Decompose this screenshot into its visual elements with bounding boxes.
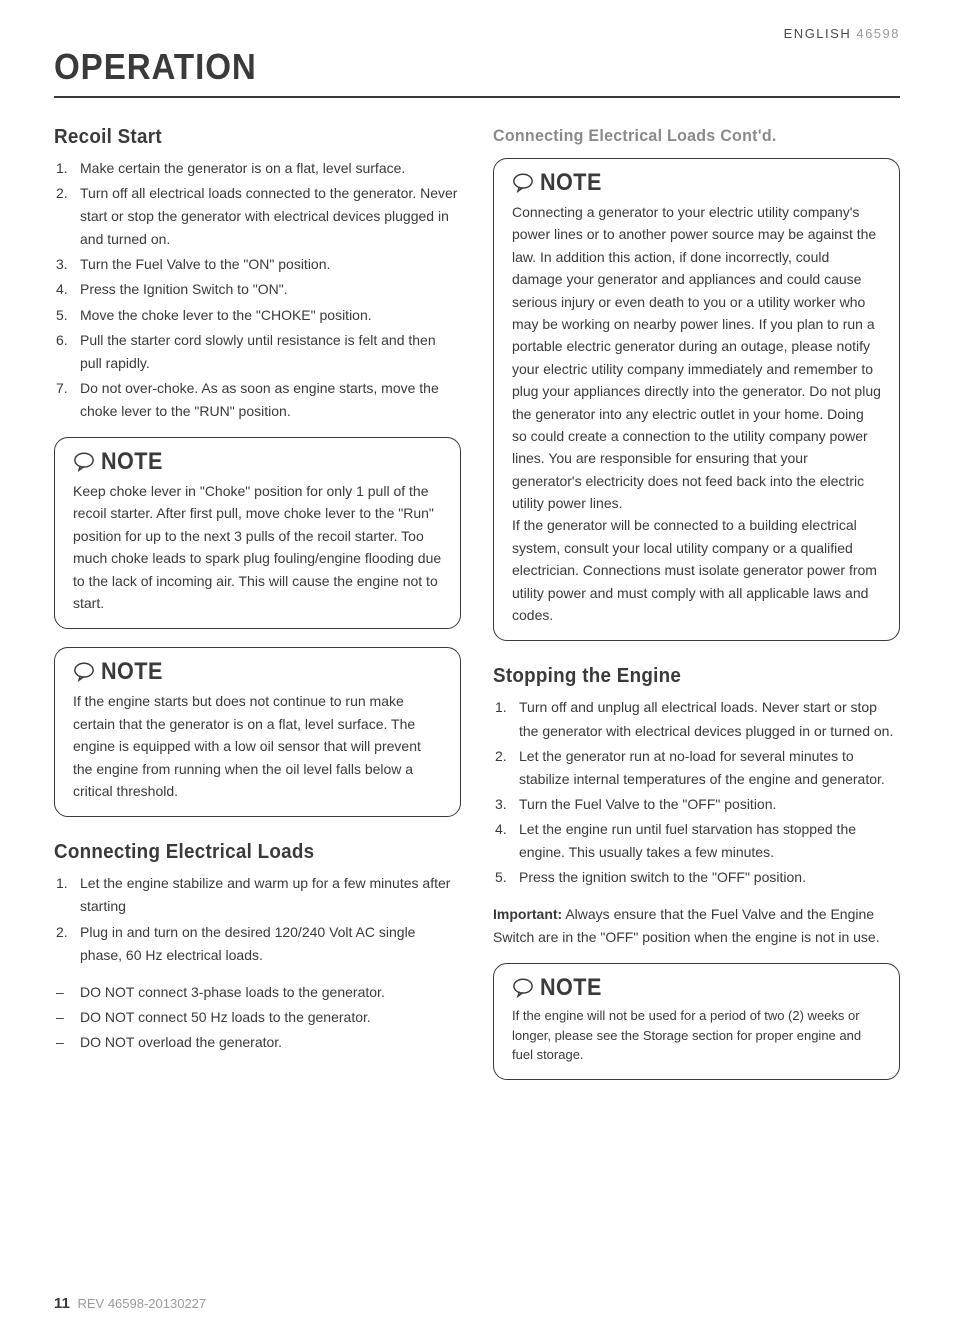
- important-label: Important:: [493, 906, 562, 922]
- note-header: NOTE: [512, 169, 881, 197]
- list-item: Turn the Fuel Valve to the "OFF" positio…: [493, 793, 900, 816]
- left-column: Recoil Start Make certain the generator …: [54, 126, 461, 1098]
- page-title: OPERATION: [54, 46, 832, 88]
- list-item: Plug in and turn on the desired 120/240 …: [54, 921, 461, 967]
- important-paragraph: Important: Always ensure that the Fuel V…: [493, 903, 900, 949]
- note-label: NOTE: [101, 448, 163, 476]
- note-label: NOTE: [101, 658, 163, 686]
- list-item: Move the choke lever to the "CHOKE" posi…: [54, 304, 461, 327]
- list-item: DO NOT overload the generator.: [54, 1031, 461, 1054]
- list-item: Turn off and unplug all electrical loads…: [493, 696, 900, 742]
- contd-heading: Connecting Electrical Loads Cont'd.: [493, 126, 876, 146]
- note-label: NOTE: [540, 169, 602, 197]
- note-box-oil: NOTE If the engine starts but does not c…: [54, 647, 461, 817]
- list-item: Turn the Fuel Valve to the "ON" position…: [54, 253, 461, 276]
- header-language: ENGLISH: [784, 26, 852, 41]
- speech-bubble-icon: [73, 451, 95, 473]
- note-paragraph: Connecting a generator to your electric …: [512, 201, 881, 514]
- list-item: Turn off all electrical loads connected …: [54, 182, 461, 251]
- note-header: NOTE: [73, 658, 442, 686]
- loads-warnings: DO NOT connect 3-phase loads to the gene…: [54, 981, 461, 1054]
- note-body: Connecting a generator to your electric …: [512, 201, 881, 626]
- header-model: ENGLISH 46598: [784, 26, 900, 41]
- stopping-list: Turn off and unplug all electrical loads…: [493, 696, 900, 889]
- loads-heading: Connecting Electrical Loads: [54, 841, 437, 864]
- speech-bubble-icon: [512, 172, 534, 194]
- speech-bubble-icon: [73, 661, 95, 683]
- revision-code: REV 46598-20130227: [77, 1296, 206, 1311]
- title-rule: [54, 96, 900, 98]
- right-column: Connecting Electrical Loads Cont'd. NOTE…: [493, 126, 900, 1098]
- note-label: NOTE: [540, 974, 602, 1002]
- list-item: DO NOT connect 50 Hz loads to the genera…: [54, 1006, 461, 1029]
- stopping-heading: Stopping the Engine: [493, 665, 876, 688]
- content-columns: Recoil Start Make certain the generator …: [54, 126, 900, 1098]
- note-body: Keep choke lever in "Choke" position for…: [73, 480, 442, 614]
- speech-bubble-icon: [512, 977, 534, 999]
- list-item: Pull the starter cord slowly until resis…: [54, 329, 461, 375]
- list-item: Make certain the generator is on a flat,…: [54, 157, 461, 180]
- note-box-choke: NOTE Keep choke lever in "Choke" positio…: [54, 437, 461, 629]
- note-header: NOTE: [512, 974, 881, 1002]
- note-box-utility: NOTE Connecting a generator to your elec…: [493, 158, 900, 641]
- list-item: DO NOT connect 3-phase loads to the gene…: [54, 981, 461, 1004]
- list-item: Let the generator run at no-load for sev…: [493, 745, 900, 791]
- note-body: If the engine will not be used for a per…: [512, 1006, 881, 1065]
- header-model-number: 46598: [856, 26, 900, 41]
- footer: 11 REV 46598-20130227: [54, 1295, 206, 1312]
- recoil-list: Make certain the generator is on a flat,…: [54, 157, 461, 423]
- list-item: Let the engine stabilize and warm up for…: [54, 872, 461, 918]
- page-number: 11: [54, 1295, 70, 1312]
- list-item: Press the Ignition Switch to "ON".: [54, 278, 461, 301]
- note-box-storage: NOTE If the engine will not be used for …: [493, 963, 900, 1080]
- note-header: NOTE: [73, 448, 442, 476]
- list-item: Do not over-choke. As as soon as engine …: [54, 377, 461, 423]
- list-item: Press the ignition switch to the "OFF" p…: [493, 866, 900, 889]
- list-item: Let the engine run until fuel starvation…: [493, 818, 900, 864]
- note-body: If the engine starts but does not contin…: [73, 690, 442, 802]
- note-paragraph: If the generator will be connected to a …: [512, 514, 881, 626]
- recoil-heading: Recoil Start: [54, 126, 437, 149]
- loads-list: Let the engine stabilize and warm up for…: [54, 872, 461, 966]
